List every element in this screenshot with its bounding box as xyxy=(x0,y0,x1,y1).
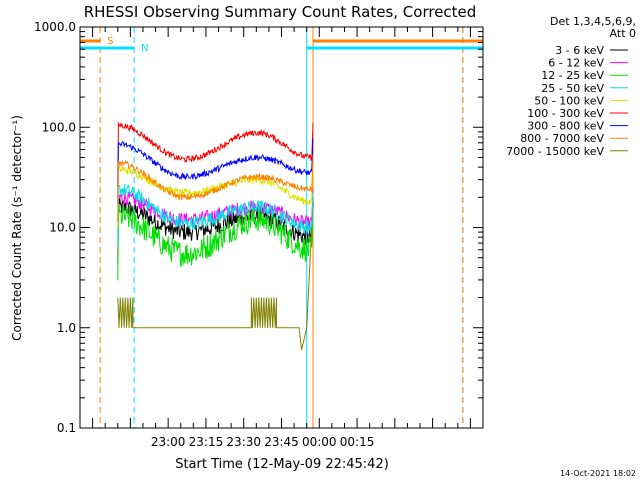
legend-header-line: Det 1,3,4,5,6,9, xyxy=(550,15,636,28)
legend-entry-label: 100 - 300 keV xyxy=(527,107,604,120)
saa-flag-label: S xyxy=(107,36,113,47)
series-line-6 xyxy=(117,138,314,205)
x-tick-label: 23:30 xyxy=(226,435,261,449)
y-tick-label: 0.1 xyxy=(57,421,76,435)
x-tick-label: 00:00 xyxy=(302,435,337,449)
y-tick-label: 1.0 xyxy=(57,321,76,335)
legend-entry-label: 3 - 6 keV xyxy=(555,44,604,57)
series-line-8 xyxy=(117,227,313,351)
y-tick-label: 1000.0 xyxy=(34,20,76,34)
legend-entry-label: 6 - 12 keV xyxy=(548,57,604,70)
series-line-3 xyxy=(117,184,314,245)
legend-entry-label: 12 - 25 keV xyxy=(541,69,604,82)
x-tick-label: 23:45 xyxy=(264,435,299,449)
y-tick-label: 100.0 xyxy=(42,120,76,134)
x-tick-label: 00:15 xyxy=(340,435,375,449)
chart-title: RHESSI Observing Summary Count Rates, Co… xyxy=(84,3,477,21)
legend-entry-label: 7000 - 15000 keV xyxy=(506,145,604,158)
series-line-2 xyxy=(117,203,314,281)
y-tick-label: 10.0 xyxy=(49,221,76,235)
x-tick-label: 23:00 xyxy=(151,435,186,449)
x-tick-label: 23:15 xyxy=(189,435,224,449)
series-line-5 xyxy=(117,122,314,187)
legend-entry-label: 300 - 800 keV xyxy=(527,120,604,133)
legend-entry-label: 800 - 7000 keV xyxy=(520,132,604,145)
x-axis-label: Start Time (12-May-09 22:45:42) xyxy=(175,457,389,472)
series-line-1 xyxy=(117,188,314,256)
plot-layer: SN xyxy=(80,27,483,428)
legend-entry-label: 50 - 100 keV xyxy=(534,94,604,107)
series-line-7 xyxy=(117,155,314,222)
legend-entry-label: 25 - 50 keV xyxy=(541,82,604,95)
y-axis-label: Corrected Count Rate (s⁻¹ detector⁻¹) xyxy=(10,115,24,341)
night-flag-label: N xyxy=(141,43,148,54)
legend-header-line: Att 0 xyxy=(610,27,636,40)
timestamp: 14-Oct-2021 18:02 xyxy=(560,469,636,478)
axis-layer: 0.1 1.0 10.0 100.0 1000.0 23:00 23:15 23:30 23:4… xyxy=(34,20,483,449)
